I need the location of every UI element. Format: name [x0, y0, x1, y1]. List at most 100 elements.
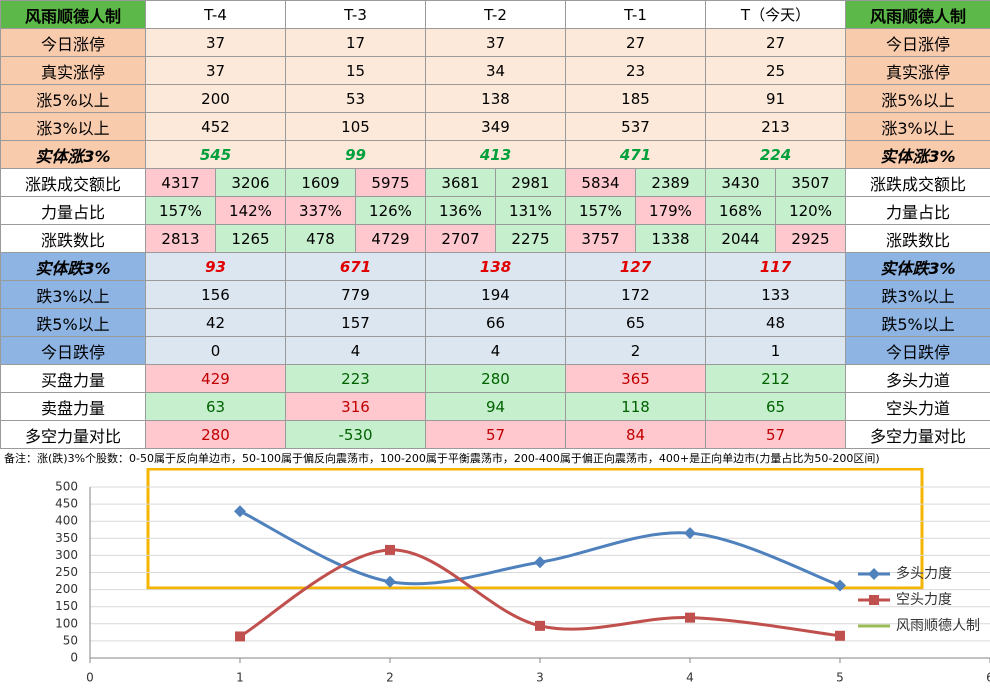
value-cell: 63 — [145, 392, 286, 421]
row-label: 涨跌数比 — [845, 224, 990, 253]
value-cell: 5834 — [565, 168, 636, 197]
value-cell: 3757 — [565, 224, 636, 253]
value-cell: 545 — [145, 140, 286, 169]
value-cell: 138 — [425, 252, 566, 281]
row-label: 涨5%以上 — [845, 84, 990, 113]
value-cell: 120% — [774, 196, 847, 225]
value-cell: 157% — [145, 196, 216, 225]
value-cell: 779 — [285, 280, 426, 309]
row-label: 涨3%以上 — [0, 112, 146, 141]
value-cell: 118 — [565, 392, 706, 421]
value-cell: 172 — [565, 280, 706, 309]
value-cell: 48 — [704, 308, 847, 337]
y-tick-label: 300 — [55, 548, 78, 562]
row-label: 实体涨3% — [845, 140, 990, 169]
row-label: 涨跌成交额比 — [845, 168, 990, 197]
row-label: 实体跌3% — [845, 252, 990, 281]
value-cell: 1265 — [215, 224, 286, 253]
y-tick-label: 500 — [55, 480, 78, 494]
header-cell: T-4 — [145, 0, 286, 29]
value-cell: 452 — [145, 112, 286, 141]
value-cell: 212 — [704, 364, 847, 393]
value-cell: 65 — [704, 392, 847, 421]
value-cell: 37 — [425, 28, 566, 57]
row-label: 力量占比 — [0, 196, 146, 225]
row-label: 买盘力量 — [0, 364, 146, 393]
row-label: 跌3%以上 — [845, 280, 990, 309]
value-cell: 4 — [285, 336, 426, 365]
value-cell: 2981 — [495, 168, 566, 197]
value-cell: 131% — [495, 196, 566, 225]
value-cell: 136% — [425, 196, 496, 225]
value-cell: 93 — [145, 252, 286, 281]
value-cell: 27 — [704, 28, 847, 57]
value-cell: 3430 — [705, 168, 776, 197]
row-label: 真实涨停 — [845, 56, 990, 85]
value-cell: 3206 — [215, 168, 286, 197]
x-tick-label: 3 — [536, 671, 544, 685]
value-cell: 34 — [425, 56, 566, 85]
row-label: 多头力道 — [845, 364, 990, 393]
value-cell: 4 — [425, 336, 566, 365]
value-cell: 5975 — [355, 168, 426, 197]
row-label: 实体涨3% — [0, 140, 146, 169]
y-tick-label: 450 — [55, 497, 78, 511]
value-cell: 429 — [145, 364, 286, 393]
value-cell: 4317 — [145, 168, 216, 197]
value-cell: 99 — [285, 140, 426, 169]
y-tick-label: 350 — [55, 531, 78, 545]
marker — [235, 631, 245, 642]
value-cell: 413 — [425, 140, 566, 169]
value-cell: 2 — [565, 336, 706, 365]
marker — [384, 575, 396, 588]
row-label: 多空力量对比 — [845, 420, 990, 449]
value-cell: 280 — [145, 420, 286, 449]
value-cell: 3507 — [774, 168, 847, 197]
row-label: 今日跌停 — [845, 336, 990, 365]
value-cell: 15 — [285, 56, 426, 85]
value-cell: 2275 — [495, 224, 566, 253]
value-cell: 156 — [145, 280, 286, 309]
y-tick-label: 0 — [70, 651, 78, 665]
x-tick-label: 5 — [836, 671, 844, 685]
marker — [834, 579, 846, 592]
value-cell: 471 — [565, 140, 706, 169]
header-cell: T-2 — [425, 0, 566, 29]
row-label: 实体跌3% — [0, 252, 146, 281]
value-cell: 3681 — [425, 168, 496, 197]
x-tick-label: 2 — [386, 671, 394, 685]
value-cell: 1338 — [635, 224, 706, 253]
header-cell: T-1 — [565, 0, 706, 29]
note: 备注：涨(跌)3%个股数：0-50属于反向单边市，50-100属于偏反向震荡市，… — [4, 452, 880, 465]
value-cell: 1 — [704, 336, 847, 365]
x-tick-label: 1 — [236, 671, 244, 685]
value-cell: 117 — [704, 252, 847, 281]
x-tick-label: 6 — [986, 671, 990, 685]
value-cell: 133 — [704, 280, 847, 309]
marker — [685, 612, 695, 623]
row-label: 真实涨停 — [0, 56, 146, 85]
value-cell: 37 — [145, 56, 286, 85]
value-cell: 168% — [705, 196, 776, 225]
legend-label: 空头力度 — [896, 592, 952, 608]
value-cell: 25 — [704, 56, 847, 85]
row-label: 力量占比 — [845, 196, 990, 225]
value-cell: 2925 — [774, 224, 847, 253]
marker — [835, 630, 845, 641]
value-cell: 365 — [565, 364, 706, 393]
value-cell: 127 — [565, 252, 706, 281]
row-label: 跌5%以上 — [0, 308, 146, 337]
value-cell: 91 — [704, 84, 847, 113]
value-cell: 349 — [425, 112, 566, 141]
row-label: 涨5%以上 — [0, 84, 146, 113]
value-cell: 53 — [285, 84, 426, 113]
value-cell: 4729 — [355, 224, 426, 253]
chart: 0 50 100 150 200 250 300 350 400 450 500 0 1 2 3 4 5 6 多头力… — [55, 468, 990, 685]
value-cell: 105 — [285, 112, 426, 141]
value-cell: 185 — [565, 84, 706, 113]
y-tick-label: 150 — [55, 599, 78, 613]
value-cell: 42 — [145, 308, 286, 337]
row-label: 今日涨停 — [0, 28, 146, 57]
row-label: 跌3%以上 — [0, 280, 146, 309]
